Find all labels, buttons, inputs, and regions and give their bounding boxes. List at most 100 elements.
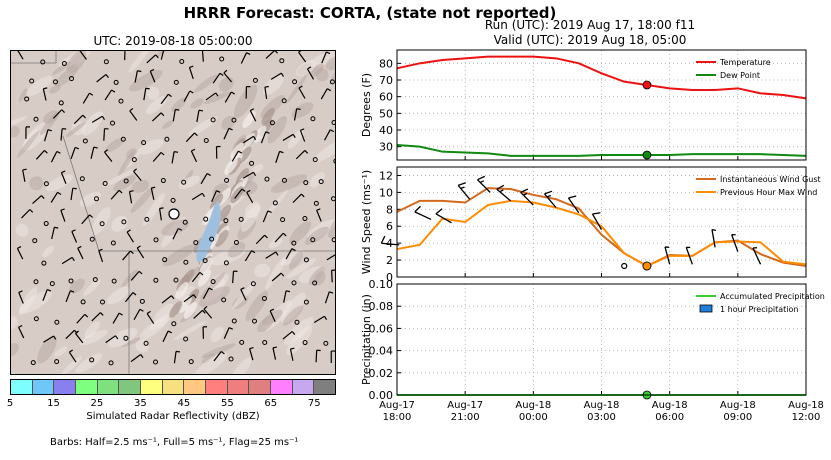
map-wind-barb bbox=[21, 209, 34, 219]
barb-feather bbox=[240, 287, 245, 290]
barb-staff bbox=[232, 271, 235, 284]
mountain-ridge bbox=[224, 157, 238, 175]
calm-wind-circle bbox=[123, 335, 129, 341]
barb-feather bbox=[151, 186, 156, 189]
map-wind-barb bbox=[68, 349, 77, 363]
calm-wind-circle bbox=[153, 359, 159, 365]
calm-wind-circle bbox=[162, 257, 168, 263]
barb-feather bbox=[326, 51, 331, 55]
colorbar-swatch bbox=[11, 380, 33, 394]
x-tick-time: 06:00 bbox=[655, 412, 684, 423]
legend-label: Accumulated Precipitation bbox=[720, 292, 825, 301]
barb-staff bbox=[231, 150, 239, 162]
calm-wind-circle bbox=[93, 196, 99, 202]
barb-staff bbox=[91, 115, 103, 123]
colorbar-swatch bbox=[184, 380, 207, 394]
terrain-relief bbox=[254, 263, 271, 278]
map-wind-barb bbox=[200, 172, 211, 185]
map-wind-barb bbox=[71, 229, 78, 243]
barb-feather bbox=[316, 208, 321, 211]
barb-staff bbox=[172, 228, 179, 240]
terrain-relief bbox=[121, 336, 145, 348]
terrain-relief bbox=[188, 116, 218, 137]
map-wind-barb bbox=[35, 149, 48, 160]
terrain-relief bbox=[153, 303, 174, 324]
map-wind-barb bbox=[172, 108, 180, 122]
barb-staff bbox=[91, 312, 101, 322]
y-tick-label: 6 bbox=[386, 220, 393, 233]
mountain-ridge bbox=[169, 300, 183, 318]
barb-staff bbox=[158, 208, 162, 221]
colorbar-swatch bbox=[32, 380, 55, 394]
barb-feather bbox=[220, 351, 225, 355]
map-wind-barb bbox=[16, 246, 24, 260]
map-wind-barb bbox=[213, 351, 225, 362]
barb-staff bbox=[213, 351, 222, 362]
terrain-relief bbox=[267, 115, 287, 144]
barb-staff bbox=[122, 250, 131, 261]
map-wind-barb bbox=[282, 330, 296, 340]
calm-wind-circle bbox=[238, 216, 244, 222]
terrain-relief bbox=[104, 138, 124, 153]
barb-staff bbox=[151, 112, 162, 122]
barb-staff bbox=[200, 173, 208, 185]
calm-wind-circle bbox=[170, 197, 176, 203]
calm-wind-circle bbox=[239, 339, 245, 345]
barb-staff bbox=[240, 289, 247, 301]
calm-wind-circle bbox=[32, 238, 38, 244]
barb-feather bbox=[298, 51, 302, 53]
barb-staff bbox=[77, 247, 84, 260]
x-tick-date: Aug-17 bbox=[379, 400, 415, 411]
barb-staff bbox=[272, 347, 277, 360]
barb-feather bbox=[292, 134, 296, 139]
map-wind-barb bbox=[146, 54, 159, 64]
y-tick-label: 0.00 bbox=[369, 389, 394, 402]
colorbar-swatch bbox=[119, 380, 142, 394]
barb-feather bbox=[219, 72, 224, 77]
barb-feather bbox=[206, 172, 211, 177]
barb-feather bbox=[17, 246, 22, 249]
barb-feather bbox=[18, 324, 23, 328]
calm-wind-circle bbox=[164, 136, 170, 142]
calm-wind-circle bbox=[121, 219, 127, 225]
barb-feather bbox=[160, 112, 165, 117]
map-wind-barb bbox=[124, 51, 126, 61]
barb-staff bbox=[133, 170, 142, 181]
terrain-relief bbox=[79, 329, 108, 346]
barb-feather bbox=[70, 290, 75, 293]
terrain-relief bbox=[198, 286, 231, 307]
calm-wind-circle bbox=[89, 236, 95, 242]
calm-wind-circle bbox=[203, 138, 209, 144]
barb-staff bbox=[160, 51, 165, 60]
barb-feather bbox=[568, 195, 577, 199]
calm-wind-circle bbox=[323, 340, 329, 346]
barb-feather bbox=[191, 148, 196, 152]
barb-staff bbox=[711, 229, 716, 248]
barb-feather bbox=[711, 229, 717, 232]
calm-wind-circle bbox=[228, 356, 234, 362]
map-wind-barb bbox=[224, 91, 236, 103]
barb-feather bbox=[329, 291, 334, 294]
barb-feather bbox=[249, 347, 254, 350]
barb-staff bbox=[149, 70, 156, 83]
colorbar-swatch bbox=[54, 380, 77, 394]
map-wind-barb bbox=[146, 310, 155, 324]
calm-wind-circle bbox=[621, 262, 628, 270]
calm-wind-circle bbox=[223, 260, 229, 266]
calm-wind-circle bbox=[131, 157, 137, 163]
terrain-relief bbox=[285, 73, 309, 105]
terrain-relief bbox=[308, 266, 326, 285]
radar-map[interactable] bbox=[10, 50, 336, 375]
barb-feather bbox=[329, 129, 335, 133]
terrain-relief bbox=[46, 174, 74, 192]
map-wind-barb bbox=[285, 248, 296, 260]
calm-wind-circle bbox=[331, 237, 335, 243]
barb-staff bbox=[17, 51, 24, 60]
barb-feather bbox=[238, 150, 243, 154]
calm-wind-circle bbox=[312, 157, 318, 163]
barb-staff bbox=[242, 135, 254, 144]
wind-barb bbox=[380, 235, 400, 246]
colorbar-swatch bbox=[206, 380, 228, 394]
x-tick-date: Aug-18 bbox=[720, 400, 756, 411]
terrain-relief bbox=[262, 75, 284, 95]
